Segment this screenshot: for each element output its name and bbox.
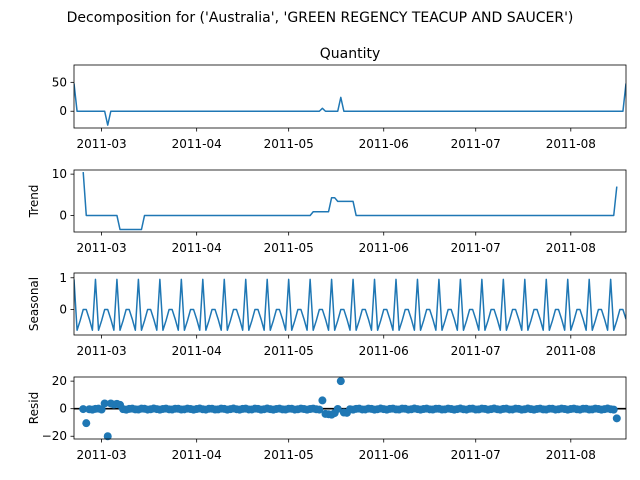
y-axis-label: Trend <box>27 185 41 219</box>
resid-point <box>100 399 109 408</box>
x-tick-label: 2011-08 <box>546 344 596 358</box>
x-tick-label: 2011-04 <box>172 241 222 255</box>
panel-seasonal: Seasonal 0 1 2011-03 2011-04 2011-05 2011-06 20… <box>27 271 627 358</box>
x-tick-label: 2011-04 <box>172 344 222 358</box>
x-tick-label: 2011-07 <box>451 344 501 358</box>
series-line <box>82 172 618 231</box>
x-tick-label: 2011-03 <box>77 137 127 151</box>
x-tick-label: 2011-08 <box>546 241 596 255</box>
x-tick-label: 2011-04 <box>172 448 222 462</box>
panel-observed: Quantity 0 50 2011-03 2011-04 2011-05 2011-06 2… <box>52 46 627 151</box>
y-tick-label: 0 <box>59 208 67 222</box>
y-tick-label: 0 <box>59 303 67 317</box>
y-tick-label: 50 <box>52 75 67 89</box>
resid-point <box>612 414 621 423</box>
resid-point <box>82 419 91 428</box>
y-tick-label: −20 <box>42 429 67 443</box>
x-tick-label: 2011-07 <box>451 137 501 151</box>
x-tick-label: 2011-07 <box>451 241 501 255</box>
x-tick-label: 2011-03 <box>77 448 127 462</box>
resid-point <box>103 432 112 441</box>
x-tick-label: 2011-08 <box>546 137 596 151</box>
axes-frame <box>73 272 627 336</box>
x-tick-label: 2011-05 <box>264 448 314 462</box>
series-seasonal <box>74 278 626 331</box>
resid-point <box>97 405 106 414</box>
resid-point <box>336 377 345 386</box>
series-trend <box>82 172 618 231</box>
panel-trend: Trend 0 10 2011-03 2011-04 2011-05 2011-06 2011… <box>27 167 627 255</box>
panel-resid: Resid−20 0 20 2011-03 2011-04 2011-05 2011-06 2… <box>27 374 627 462</box>
series-line <box>74 278 626 331</box>
y-axis-label: Seasonal <box>27 277 41 331</box>
x-tick-label: 2011-06 <box>359 448 409 462</box>
x-tick-label: 2011-05 <box>264 344 314 358</box>
x-tick-label: 2011-03 <box>77 241 127 255</box>
panel-title: Quantity <box>320 46 381 62</box>
x-tick-label: 2011-03 <box>77 344 127 358</box>
resid-point <box>315 405 324 414</box>
x-tick-label: 2011-06 <box>359 344 409 358</box>
y-tick-label: 0 <box>59 104 67 118</box>
y-tick-label: 1 <box>59 271 67 285</box>
x-tick-label: 2011-04 <box>172 137 222 151</box>
x-tick-label: 2011-08 <box>546 448 596 462</box>
y-tick-label: 20 <box>52 374 67 388</box>
x-tick-label: 2011-06 <box>359 137 409 151</box>
y-axis-label: Resid <box>27 392 41 424</box>
panels-group: Quantity 0 50 2011-03 2011-04 2011-05 2011-06 2… <box>27 46 627 462</box>
series-line <box>74 83 626 126</box>
x-tick-label: 2011-05 <box>264 137 314 151</box>
y-tick-label: 0 <box>59 402 67 416</box>
axes-frame <box>73 64 627 129</box>
x-tick-label: 2011-07 <box>451 448 501 462</box>
y-tick-label: 10 <box>52 167 67 181</box>
resid-point <box>609 405 618 414</box>
x-tick-label: 2011-06 <box>359 241 409 255</box>
resid-point <box>333 404 342 413</box>
figure-title: Decomposition for ('Australia', 'GREEN R… <box>67 10 574 26</box>
x-tick-label: 2011-05 <box>264 241 314 255</box>
axes-frame <box>73 169 627 233</box>
resid-point <box>318 396 327 405</box>
resid-point <box>79 405 88 414</box>
series-observed <box>74 83 626 126</box>
axes-frame <box>73 376 627 440</box>
